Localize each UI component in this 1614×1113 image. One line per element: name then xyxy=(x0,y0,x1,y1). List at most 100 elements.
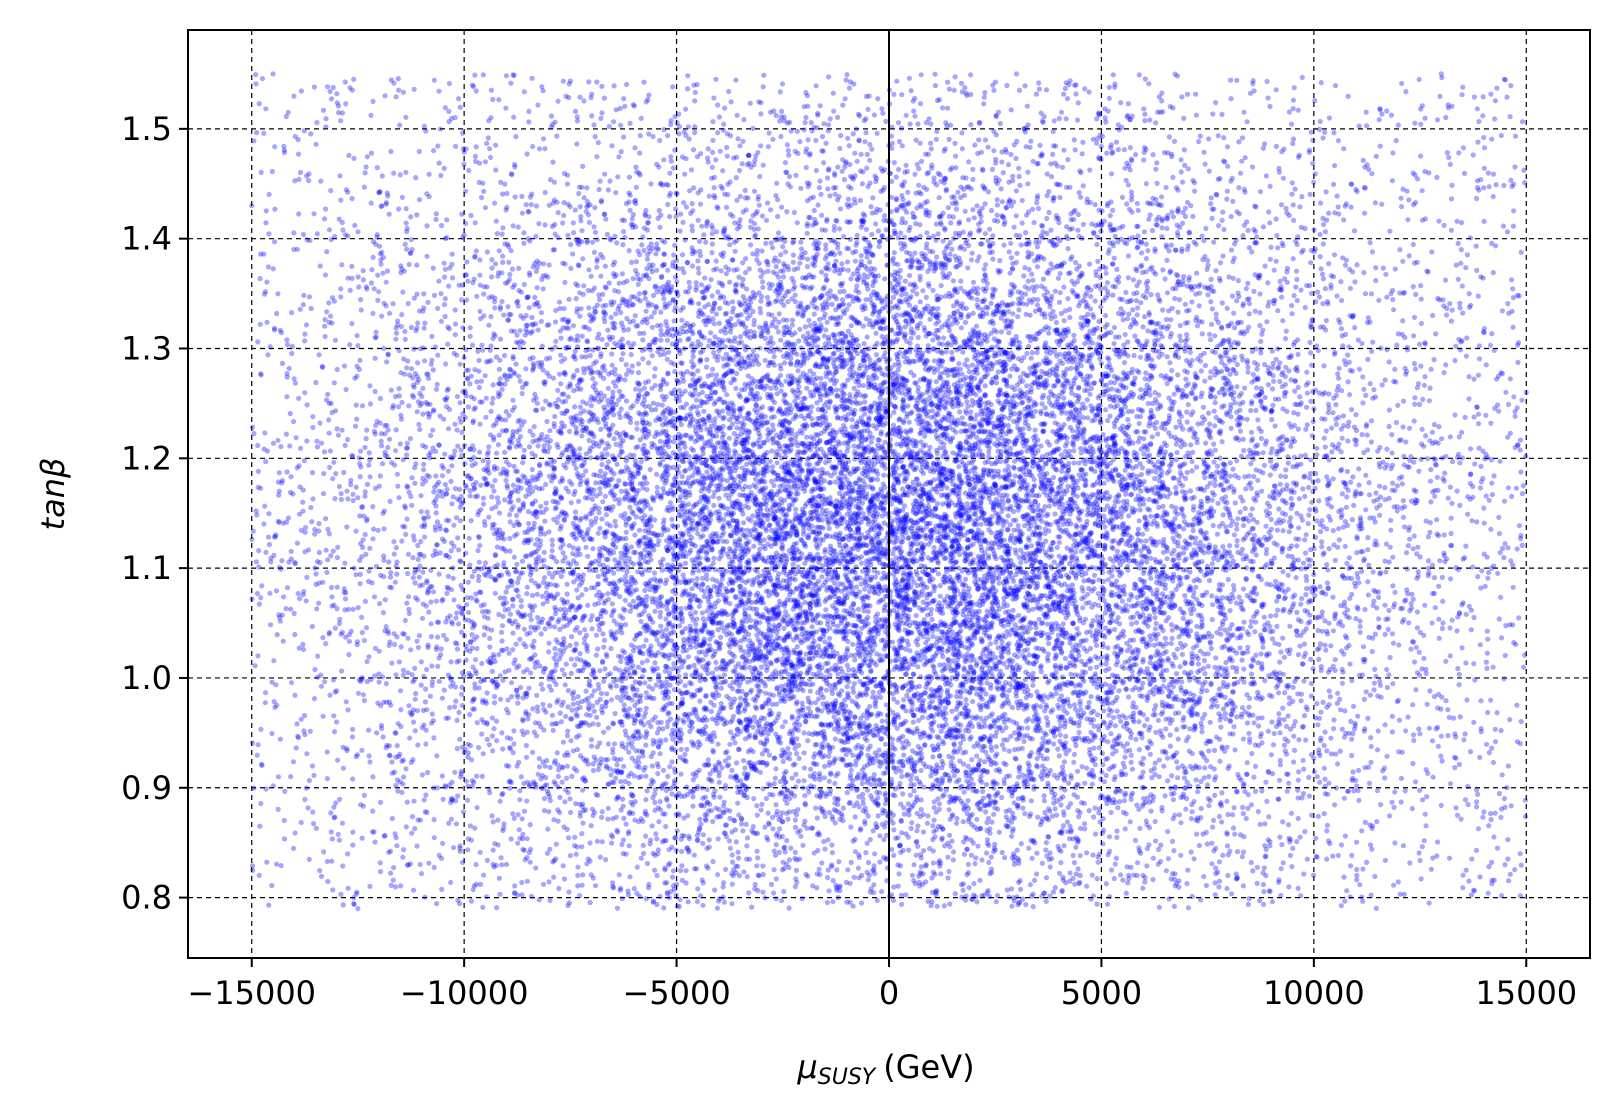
data-point xyxy=(969,757,974,762)
data-point xyxy=(959,882,964,887)
data-point xyxy=(1148,809,1153,814)
data-point xyxy=(435,664,440,669)
data-point xyxy=(1094,665,1099,670)
data-point xyxy=(891,884,896,889)
data-point xyxy=(960,415,965,420)
data-point xyxy=(1142,314,1147,319)
data-point xyxy=(1084,850,1089,855)
data-point xyxy=(706,757,711,762)
data-point xyxy=(785,181,790,186)
data-point xyxy=(574,587,579,592)
data-point xyxy=(1388,528,1393,533)
data-point xyxy=(653,251,658,256)
data-point xyxy=(524,202,529,207)
data-point xyxy=(629,526,634,531)
data-point xyxy=(1279,842,1284,847)
data-point xyxy=(1098,287,1103,292)
data-point xyxy=(1161,764,1166,769)
data-point xyxy=(1234,458,1239,463)
data-point xyxy=(1259,651,1264,656)
data-point xyxy=(1404,550,1409,555)
data-point xyxy=(378,396,383,401)
data-point xyxy=(575,865,580,870)
data-point xyxy=(1211,818,1216,823)
data-point xyxy=(1420,427,1425,432)
data-point xyxy=(1089,694,1094,699)
data-point xyxy=(1221,403,1226,408)
data-point xyxy=(1266,729,1271,734)
data-point xyxy=(1136,370,1141,375)
data-point xyxy=(727,742,732,747)
data-point xyxy=(1114,835,1119,840)
data-point xyxy=(494,451,499,456)
data-point xyxy=(1256,723,1261,728)
data-point xyxy=(1116,147,1121,152)
data-point xyxy=(668,500,673,505)
data-point xyxy=(1285,789,1290,794)
data-point xyxy=(1401,399,1406,404)
data-point xyxy=(1347,555,1352,560)
data-point xyxy=(687,836,692,841)
data-point xyxy=(1368,760,1373,765)
data-point xyxy=(962,852,967,857)
data-point xyxy=(899,902,904,907)
data-point xyxy=(717,780,722,785)
data-point xyxy=(1165,290,1170,295)
data-point xyxy=(909,336,914,341)
data-point xyxy=(335,585,340,590)
data-point xyxy=(903,279,908,284)
data-point xyxy=(1436,617,1441,622)
data-point xyxy=(487,636,492,641)
data-point xyxy=(801,730,806,735)
data-point xyxy=(1100,841,1105,846)
data-point xyxy=(843,96,848,101)
data-point xyxy=(893,747,898,752)
data-point xyxy=(486,515,491,520)
data-point xyxy=(918,768,923,773)
data-point xyxy=(724,205,729,210)
data-point xyxy=(1365,357,1370,362)
data-point xyxy=(1412,418,1417,423)
data-point xyxy=(708,330,713,335)
data-point xyxy=(836,859,841,864)
data-point xyxy=(568,738,573,743)
data-point xyxy=(791,253,796,258)
data-point xyxy=(945,875,950,880)
data-point xyxy=(842,177,847,182)
data-point xyxy=(1056,276,1061,281)
data-point xyxy=(1209,322,1214,327)
data-point xyxy=(1023,902,1028,907)
data-point xyxy=(1145,717,1150,722)
data-point xyxy=(1012,225,1017,230)
data-point xyxy=(1197,291,1202,296)
data-point xyxy=(335,367,340,372)
data-point xyxy=(819,860,824,865)
data-point xyxy=(922,742,927,747)
data-point xyxy=(552,414,557,419)
data-point xyxy=(898,230,903,235)
data-point xyxy=(1323,648,1328,653)
data-point xyxy=(465,847,470,852)
data-point xyxy=(1325,580,1330,585)
data-point xyxy=(1378,346,1383,351)
data-point xyxy=(1389,466,1394,471)
data-point xyxy=(693,429,698,434)
data-point xyxy=(644,309,649,314)
data-point xyxy=(683,237,688,242)
data-point xyxy=(1046,210,1051,215)
data-point xyxy=(1303,738,1308,743)
data-point xyxy=(1055,747,1060,752)
data-point xyxy=(1251,775,1256,780)
data-point xyxy=(831,185,836,190)
data-point xyxy=(413,691,418,696)
data-point xyxy=(1417,650,1422,655)
data-point xyxy=(1489,137,1494,142)
data-point xyxy=(866,860,871,865)
data-point xyxy=(516,576,521,581)
data-point xyxy=(394,572,399,577)
data-point xyxy=(1005,527,1010,532)
data-point xyxy=(827,526,832,531)
data-point xyxy=(780,244,785,249)
data-point xyxy=(270,169,275,174)
data-point xyxy=(516,224,521,229)
